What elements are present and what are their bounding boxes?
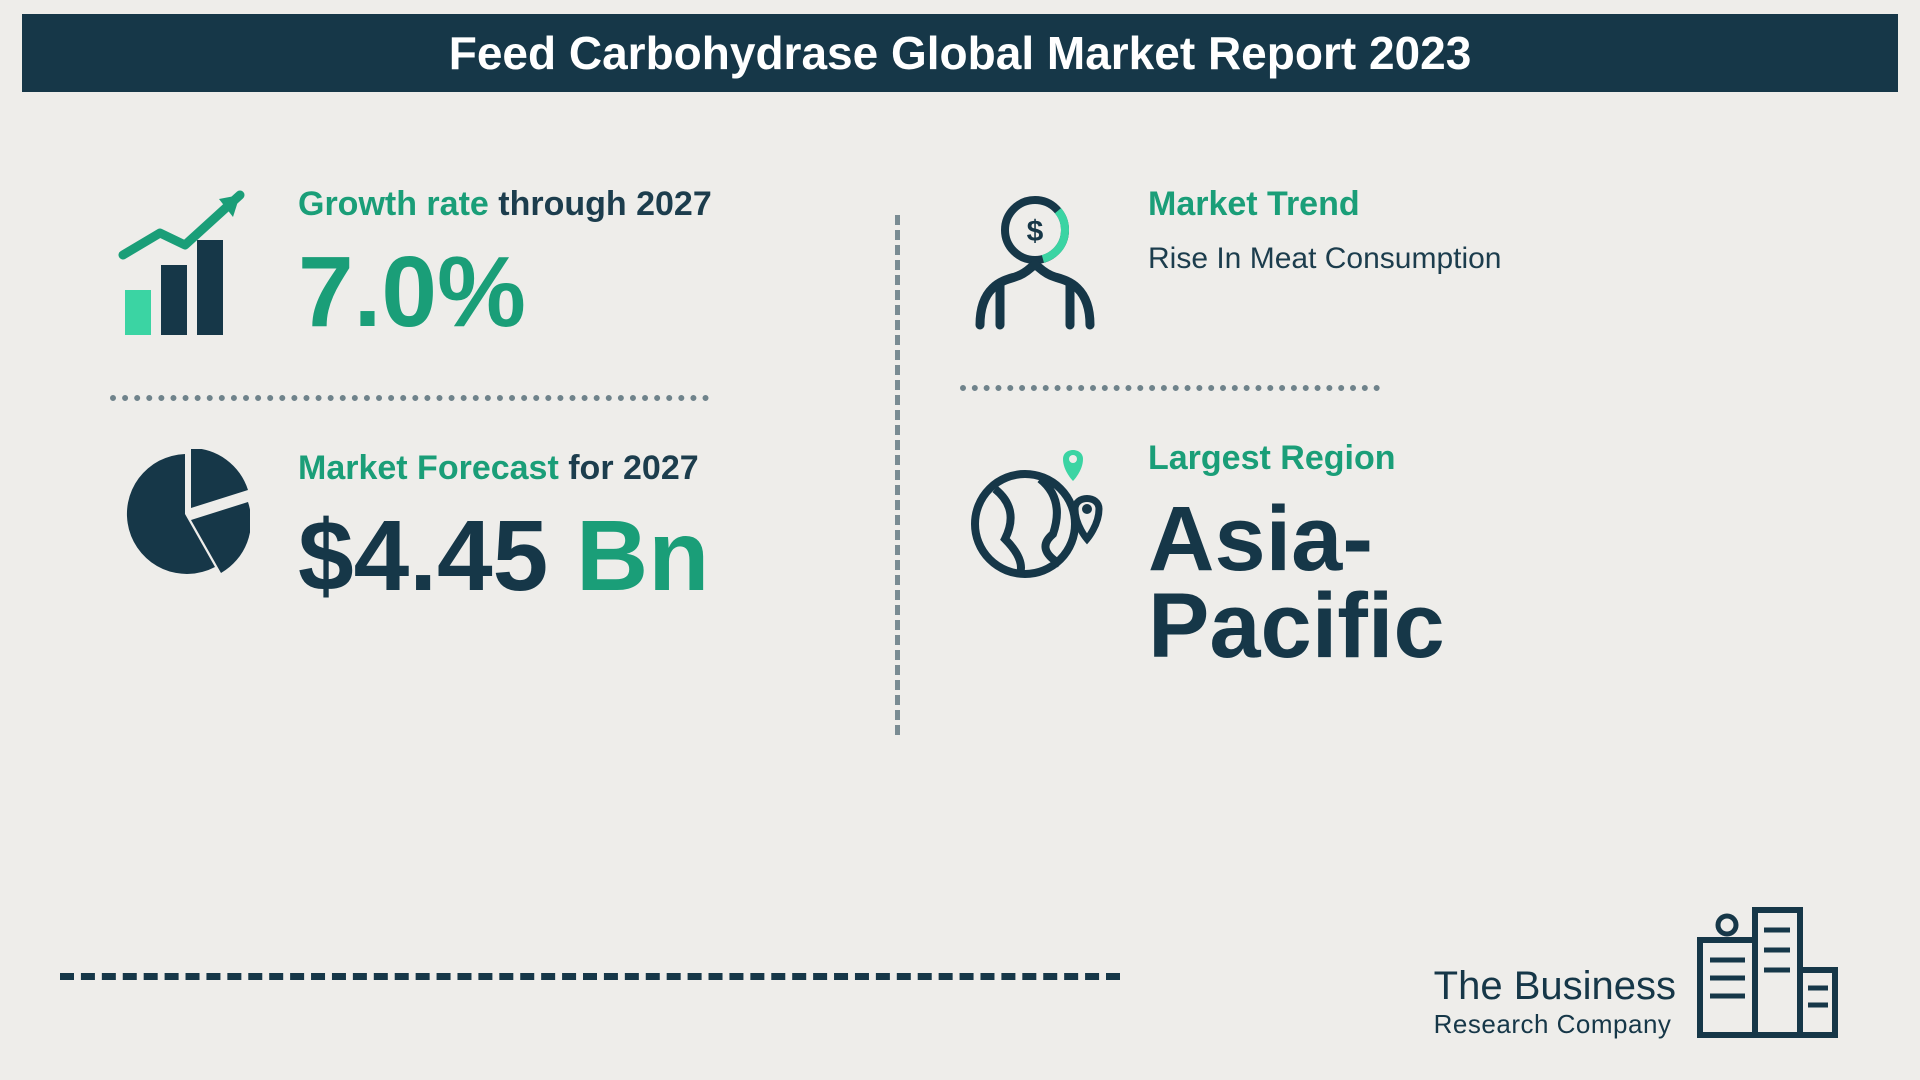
growth-section: Growth rate through 2027 7.0% [110, 185, 840, 345]
trend-text: Rise In Meat Consumption [1148, 242, 1560, 276]
forecast-section: Market Forecast for 2027 $4.45 Bn [110, 449, 840, 606]
region-section: Largest Region Asia- Pacific [960, 439, 1560, 671]
logo-text: The Business Research Company [1434, 964, 1676, 1040]
trend-section: $ Market Trend Rise In Meat Consumption [960, 185, 1560, 335]
growth-label: Growth rate through 2027 [298, 185, 840, 224]
divider-dots [960, 385, 1380, 391]
hands-coin-icon: $ [960, 185, 1110, 335]
globe-pins-icon [960, 439, 1110, 589]
header-bar: Feed Carbohydrase Global Market Report 2… [22, 14, 1898, 92]
region-label: Largest Region [1148, 439, 1560, 478]
forecast-value: $4.45 Bn [298, 506, 840, 606]
horizontal-divider [60, 973, 1120, 980]
pie-chart-icon [110, 449, 260, 579]
vertical-divider [895, 215, 900, 735]
svg-text:$: $ [1027, 215, 1044, 248]
buildings-icon [1690, 900, 1840, 1040]
page-title: Feed Carbohydrase Global Market Report 2… [449, 26, 1472, 80]
divider-dots [110, 395, 709, 401]
brand-logo: The Business Research Company [1434, 900, 1840, 1040]
forecast-label: Market Forecast for 2027 [298, 449, 840, 488]
right-column: $ Market Trend Rise In Meat Consumption [960, 185, 1560, 671]
growth-value: 7.0% [298, 242, 840, 342]
left-column: Growth rate through 2027 7.0% Market For… [110, 185, 840, 606]
growth-chart-icon [110, 185, 260, 345]
region-value: Asia- Pacific [1148, 496, 1560, 671]
trend-label: Market Trend [1148, 185, 1560, 224]
